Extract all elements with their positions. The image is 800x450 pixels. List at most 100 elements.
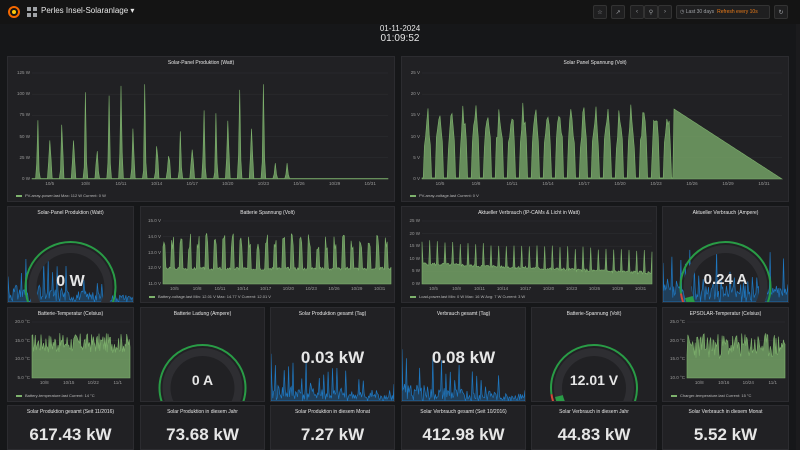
y-tick: 12.0 V [147,265,161,271]
gauge [550,344,638,401]
x-tick: 10/11 [214,286,226,291]
panel-title: Solar Panel Spannung (Volt) [563,60,627,66]
gauge-value: 0 W [56,273,85,290]
y-tick: 13.0 V [147,249,161,255]
y-tick: 25 V [410,70,420,75]
legend-swatch [149,295,155,298]
legend-swatch [16,194,22,197]
panel-title: Solar Produktion in diesem Jahr [167,409,238,415]
panel-title: Batterie Ladung (Ampere) [173,311,232,317]
clock-time: 01:09:52 [380,33,420,44]
x-tick: 10/20 [222,181,234,186]
stat-value: 5.52 kW [693,425,758,444]
grafana-logo[interactable] [7,5,21,19]
panel-title: Aktueller Verbrauch (Ampere) [692,210,759,216]
panel-load-power-graph[interactable]: Aktueller Verbrauch (IP-CAMs & Licht in … [401,206,657,303]
x-tick: 10/20 [614,181,626,186]
panel-title: Solar Verbrauch gesamt (Seit 10/2016) [420,409,507,415]
panel-stat-consumption-month[interactable]: Solar Verbrauch in diesem Monat 5.52 kW [662,405,789,450]
y-tick: 50 W [19,133,30,139]
plot-area [31,321,131,379]
legend: Load-power.last Min: 0 W Max: 16 W Avg: … [410,294,525,299]
stat-value: 7.27 kW [300,425,365,444]
gauge-value: 12.01 V [569,372,619,388]
legend-swatch [16,394,22,397]
legend-text: Charger-temperature.last Current: 15 °C [680,393,752,398]
panel-pv-power-graph[interactable]: Solar-Panel Produktion (Watt) PV-array-p… [7,56,395,202]
y-tick: 75 W [19,112,30,118]
panel-epsolar-temperature-graph[interactable]: EPSOLAR-Temperatur (Celsius) Charger-tem… [662,307,789,402]
x-tick: 10/8 [694,380,704,385]
legend: Battery-voltage.last Min: 12.01 V Max: 1… [149,294,271,299]
gauge [158,344,247,401]
y-tick: 15.0 V [147,218,161,223]
panel-pv-voltage-graph[interactable]: Solar Panel Spannung (Volt) PV-array-vol… [401,56,789,202]
panel-title: Solar Verbrauch in diesem Monat [688,409,763,415]
x-tick: 10/16 [718,380,730,385]
panel-title: Batterie-Spannung (Volt) [566,311,622,317]
panel-consumption-day[interactable]: Verbrauch gesamt (Tag) 0.08 kW [401,307,526,402]
panel-stat-consumption-total[interactable]: Solar Verbrauch gesamt (Seit 10/2016) 41… [401,405,526,450]
zoom-icon: ⚲ [648,9,654,16]
refresh-button[interactable]: ↻ [774,5,788,19]
sparkline [402,349,525,401]
panel-stat-solar-month[interactable]: Solar Produktion in diesem Monat 7.27 kW [270,405,395,450]
dashboard-title[interactable]: Perles Insel-Solaranlage ▾ [41,6,135,15]
x-tick: 10/23 [565,286,578,291]
dashboard-grid-icon [27,7,37,17]
legend: Charger-temperature.last Current: 15 °C [671,393,751,398]
x-tick: 10/23 [650,181,662,186]
panel-stat-solar-total[interactable]: Solar Produktion gesamt (Seit 11/2016) 6… [7,405,134,450]
panel-battery-charge-gauge[interactable]: Batterie Ladung (Ampere) 0 A [140,307,265,402]
share-button[interactable]: ↗ [611,5,625,19]
y-tick: 14.0 V [147,233,161,239]
stat-value: 0.03 kW [300,348,365,367]
x-tick: 10/14 [542,181,554,186]
x-tick: 10/31 [373,286,386,291]
panel-load-current[interactable]: Aktueller Verbrauch (Ampere) 0.24 A [662,206,789,303]
legend-text: Load-power.last Min: 0 W Max: 16 W Avg: … [419,294,526,299]
legend: Battery-temperature.last Current: 14 °C [16,393,95,398]
plot-area [421,220,653,285]
x-tick: 10/26 [588,286,601,291]
series-area [421,240,653,285]
zoom-out-button[interactable]: ⚲ [644,5,658,19]
x-tick: 10/17 [578,181,590,186]
y-tick: 5 V [413,154,420,160]
panel-battery-voltage-gauge[interactable]: Batterie-Spannung (Volt) 12.01 V [531,307,657,402]
panel-battery-temperature-graph[interactable]: Batterie-Temperatur (Celsius) Battery-te… [7,307,134,402]
series-area [421,102,783,180]
y-tick: 10 V [410,133,420,139]
panel-title: Batterie Spannung (Volt) [240,210,295,216]
panel-battery-voltage-graph[interactable]: Batterie Spannung (Volt) Battery-voltage… [140,206,395,303]
gauge-value: 0 A [191,372,214,388]
sparkline [663,249,788,302]
load-current-value: 0.24 A [703,271,748,288]
legend-swatch [410,194,416,197]
x-tick: 10/8 [192,286,202,291]
page-scrollbar[interactable] [796,24,800,450]
stat-value: 412.98 kW [422,425,505,444]
time-forward-button[interactable]: › [658,5,672,19]
star-button[interactable]: ☆ [593,5,607,19]
y-tick: 20.0 °C [669,337,685,343]
panel-title: Solar-Panel Produktion (Watt) [167,60,235,66]
refresh-interval-label: Refresh every 10s [717,9,758,15]
x-tick: 10/8 [452,286,461,291]
gauge [679,241,772,302]
panel-stat-consumption-year[interactable]: Solar Verbrauch in diesem Jahr 44.83 kW [531,405,657,450]
x-tick: 10/5 [435,181,445,186]
x-tick: 10/23 [305,286,317,291]
x-tick: 10/5 [429,286,438,291]
panel-stat-solar-year[interactable]: Solar Produktion in diesem Jahr 73.68 kW [140,405,265,450]
x-tick: 10/24 [742,380,754,385]
x-tick: 10/15 [63,380,75,385]
x-tick: 10/22 [87,380,99,385]
x-tick: 10/11 [115,181,127,186]
time-back-button[interactable]: ‹ [630,5,644,19]
panel-solar-production-day[interactable]: Solar Produktion gesamt (Tag) 0.03 kW [270,307,395,402]
panel-pv-power-gauge[interactable]: Solar-Panel Produktion (Watt) 0 W [7,206,134,303]
time-range-picker[interactable]: ◷ Last 30 days Refresh every 10s [676,5,770,19]
y-tick: 25 W [409,218,420,223]
panel-title: Aktueller Verbrauch (IP-CAMs & Licht in … [478,210,580,216]
